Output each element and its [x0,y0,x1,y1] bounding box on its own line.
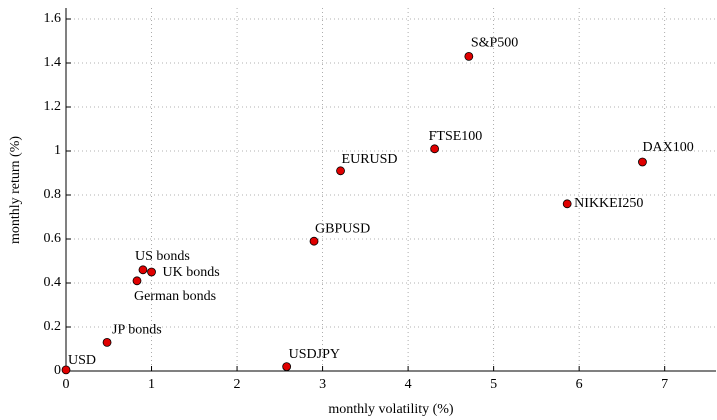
y-tick-label: 1 [54,143,61,158]
point [430,144,440,154]
y-tick-label: 1.4 [44,55,62,70]
point [102,337,112,347]
point-label: NIKKEI250 [574,196,643,211]
y-tick-label: 0.8 [44,187,62,202]
y-tick-label: 0.4 [44,275,62,290]
x-tick-label: 0 [63,377,70,392]
point [562,199,572,209]
point-label: S&P500 [471,36,518,51]
point [147,267,156,277]
point [132,276,142,286]
point [61,365,71,375]
y-axis-label: monthly return (%) [8,136,23,244]
y-tick-label: 0 [54,363,61,378]
point-label: USDJPY [289,347,340,362]
point [138,265,148,275]
y-tick-label: 0.6 [44,231,62,246]
point-label: German bonds [134,289,216,304]
point-label: GBPUSD [315,221,370,236]
y-tick-label: 1.6 [44,11,62,26]
point-label: US bonds [135,249,190,264]
x-tick-label: 5 [490,377,497,392]
point-label: JP bonds [112,323,162,338]
x-tick-label: 7 [661,377,668,392]
x-tick-label: 4 [405,377,412,392]
point-label: EURUSD [342,152,398,167]
point [336,166,345,176]
x-tick-label: 6 [576,377,583,392]
point [282,362,292,372]
point [638,157,647,167]
x-axis-label: monthly volatility (%) [328,402,454,417]
point-label: UK bonds [163,265,220,280]
point-label: USD [68,353,96,368]
x-tick-label: 1 [148,377,155,392]
point [309,236,319,246]
y-tick-label: 0.2 [44,319,62,334]
x-tick-label: 2 [234,377,241,392]
point-label: DAX100 [642,140,693,155]
point-label: FTSE100 [429,129,483,144]
x-tick-label: 3 [319,377,326,392]
point [464,52,474,61]
y-tick-label: 1.2 [44,99,62,114]
